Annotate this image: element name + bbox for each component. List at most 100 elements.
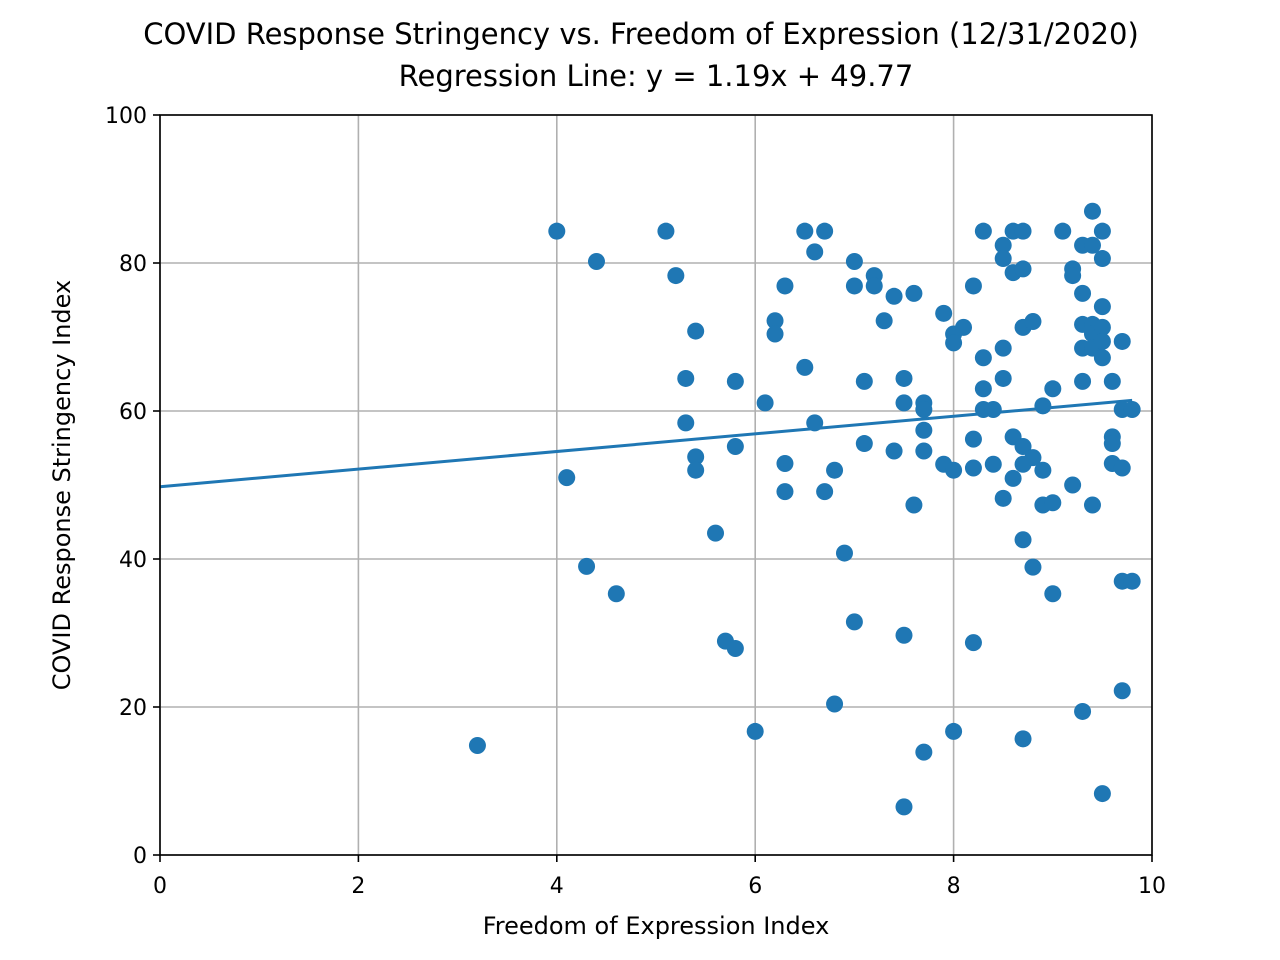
data-point xyxy=(548,222,566,240)
data-point xyxy=(994,236,1012,254)
data-point xyxy=(964,634,982,652)
data-point xyxy=(1103,372,1121,390)
data-point xyxy=(1093,349,1111,367)
data-point xyxy=(806,414,824,432)
data-point xyxy=(1083,496,1101,514)
data-point xyxy=(1044,494,1062,512)
y-tick-label: 100 xyxy=(105,104,147,129)
data-point xyxy=(1054,222,1072,240)
data-point xyxy=(984,455,1002,473)
data-point xyxy=(1014,438,1032,456)
data-point xyxy=(766,325,784,343)
data-point xyxy=(677,414,695,432)
data-point xyxy=(945,722,963,740)
data-point xyxy=(1064,267,1082,285)
data-point xyxy=(1044,380,1062,398)
data-point xyxy=(578,557,596,575)
data-point xyxy=(468,736,486,754)
data-point xyxy=(1093,298,1111,316)
data-point xyxy=(964,277,982,295)
data-point xyxy=(935,304,953,322)
data-point xyxy=(587,253,605,271)
data-point xyxy=(687,461,705,479)
data-point xyxy=(1103,435,1121,453)
data-point xyxy=(657,222,675,240)
data-point xyxy=(1024,558,1042,576)
data-point xyxy=(1014,260,1032,278)
data-point xyxy=(746,722,764,740)
data-point xyxy=(845,277,863,295)
data-point xyxy=(816,222,834,240)
data-point xyxy=(1014,730,1032,748)
chart-subtitle: Regression Line: y = 1.19x + 49.77 xyxy=(399,59,914,93)
data-point xyxy=(796,222,814,240)
x-tick-label: 10 xyxy=(1138,874,1166,899)
data-point xyxy=(1093,222,1111,240)
data-point xyxy=(1113,459,1131,477)
data-point xyxy=(1074,284,1092,302)
data-point xyxy=(726,438,744,456)
y-tick-label: 40 xyxy=(119,548,147,573)
data-point xyxy=(994,369,1012,387)
data-point xyxy=(1024,449,1042,467)
data-point xyxy=(885,442,903,460)
data-point xyxy=(895,798,913,816)
data-point xyxy=(974,380,992,398)
x-tick-label: 0 xyxy=(153,874,167,899)
data-point xyxy=(945,334,963,352)
data-point xyxy=(726,640,744,658)
data-point xyxy=(994,489,1012,507)
data-point xyxy=(1083,236,1101,254)
data-point xyxy=(865,277,883,295)
data-points xyxy=(468,202,1141,816)
data-point xyxy=(1093,318,1111,336)
data-point xyxy=(776,277,794,295)
data-point xyxy=(558,469,576,487)
data-point xyxy=(806,243,824,261)
data-point xyxy=(1083,202,1101,220)
data-point xyxy=(1074,372,1092,390)
data-point xyxy=(1044,585,1062,603)
data-point xyxy=(835,544,853,562)
data-point xyxy=(905,496,923,514)
data-point xyxy=(1004,469,1022,487)
data-point xyxy=(915,421,933,439)
data-point xyxy=(687,322,705,340)
x-tick-label: 4 xyxy=(550,874,564,899)
regression-line xyxy=(159,398,1133,489)
data-point xyxy=(905,284,923,302)
data-point xyxy=(1123,401,1141,419)
data-point xyxy=(875,312,893,330)
plot-frame xyxy=(159,114,1153,856)
data-point xyxy=(855,372,873,390)
x-tick-label: 8 xyxy=(947,874,961,899)
data-point xyxy=(776,455,794,473)
data-point xyxy=(915,442,933,460)
data-point xyxy=(994,250,1012,268)
data-point xyxy=(955,318,973,336)
data-point xyxy=(994,339,1012,357)
data-point xyxy=(826,461,844,479)
data-point xyxy=(984,401,1002,419)
data-point xyxy=(845,613,863,631)
data-point xyxy=(964,459,982,477)
data-point xyxy=(895,369,913,387)
data-point xyxy=(915,743,933,761)
data-point xyxy=(1014,531,1032,549)
x-axis-label: Freedom of Expression Index xyxy=(483,912,830,940)
data-point xyxy=(964,430,982,448)
data-point xyxy=(726,372,744,390)
y-axis-label: COVID Response Stringency Index xyxy=(48,280,76,690)
x-tick-label: 6 xyxy=(748,874,762,899)
data-point xyxy=(1064,476,1082,494)
data-point xyxy=(895,394,913,412)
y-tick-label: 60 xyxy=(119,400,147,425)
data-point xyxy=(1024,312,1042,330)
data-point xyxy=(1093,785,1111,803)
y-tick-label: 0 xyxy=(133,844,147,869)
data-point xyxy=(974,222,992,240)
data-point xyxy=(855,435,873,453)
data-point xyxy=(885,287,903,305)
data-point xyxy=(826,695,844,713)
data-point xyxy=(816,483,834,501)
